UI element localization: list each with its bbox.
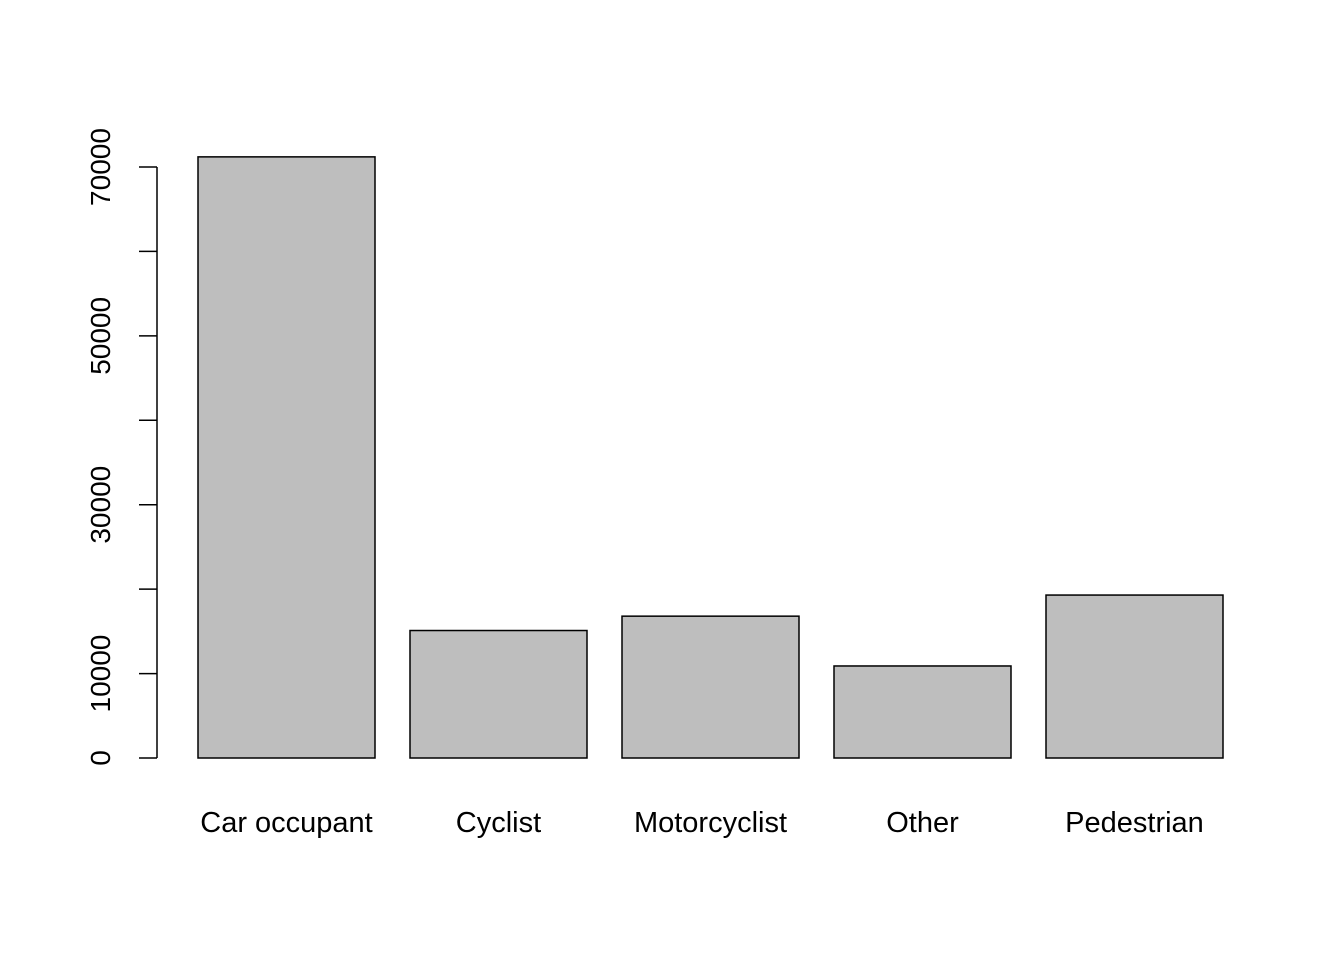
bar-motorcyclist xyxy=(621,615,800,759)
y-tick-label: 10000 xyxy=(85,635,116,713)
x-axis-labels: Car occupant Cyclist Motorcyclist Other Pede… xyxy=(200,807,1204,839)
y-tick-label: 50000 xyxy=(85,297,116,375)
y-tick-label: 30000 xyxy=(85,466,116,544)
bar-car-occupant xyxy=(197,156,376,759)
y-axis: 0 10000 30000 50000 70000 xyxy=(85,128,158,766)
bars-group xyxy=(197,156,1224,759)
y-tick-label: 0 xyxy=(85,750,116,766)
bar-cyclist xyxy=(409,629,588,759)
bar-pedestrian xyxy=(1045,594,1224,759)
x-category-label: Motorcyclist xyxy=(634,807,787,839)
x-category-label: Cyclist xyxy=(456,807,541,839)
x-category-label: Pedestrian xyxy=(1065,807,1204,839)
y-tick-label: 70000 xyxy=(85,128,116,206)
bar-other xyxy=(833,665,1012,759)
x-category-label: Other xyxy=(886,807,959,839)
x-category-label: Car occupant xyxy=(200,807,373,839)
